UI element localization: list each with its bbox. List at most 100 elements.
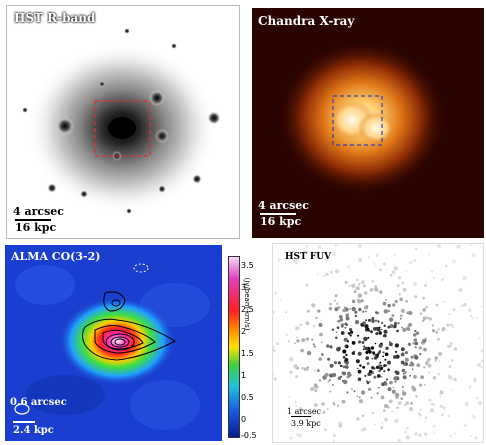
fuv-grain bbox=[276, 342, 279, 346]
fuv-grain bbox=[453, 377, 457, 382]
colorbar-tick: 2 bbox=[241, 327, 247, 336]
fuv-grain bbox=[382, 355, 385, 358]
fuv-grain bbox=[384, 352, 389, 357]
fuv-grain bbox=[305, 245, 308, 248]
fuv-grain bbox=[394, 322, 398, 326]
fuv-grain bbox=[365, 356, 370, 360]
fuv-grain bbox=[368, 350, 372, 354]
fuv-grain bbox=[383, 324, 386, 327]
fuv-grain bbox=[400, 360, 405, 365]
fuv-grain bbox=[394, 418, 399, 424]
fuv-grain bbox=[339, 318, 344, 322]
fuv-grain bbox=[407, 342, 412, 346]
fuv-grain bbox=[301, 367, 304, 370]
fuv-grain bbox=[372, 327, 377, 331]
fuv-grain bbox=[415, 395, 418, 398]
fuv-grain bbox=[301, 338, 306, 343]
fuv-grain bbox=[397, 401, 402, 405]
fuv-grain bbox=[348, 285, 351, 287]
fuv-grain bbox=[285, 311, 287, 314]
fuv-grain bbox=[449, 344, 452, 348]
fuv-grain bbox=[369, 380, 371, 383]
fuv-grain bbox=[353, 283, 356, 286]
fuv-grain bbox=[422, 319, 425, 322]
fuv-grain bbox=[333, 403, 336, 406]
fuv-grain bbox=[378, 369, 381, 373]
fuv-grain bbox=[375, 365, 380, 369]
fuv-grain bbox=[438, 351, 443, 356]
fuv-grain bbox=[396, 284, 400, 288]
fuv-grain bbox=[277, 258, 281, 262]
fuv-grain bbox=[342, 365, 346, 369]
fuv-grain bbox=[374, 353, 377, 356]
fuv-grain bbox=[316, 273, 319, 276]
fuv-grain bbox=[471, 317, 474, 320]
fuv-grain bbox=[418, 433, 422, 437]
fuv-grain bbox=[329, 390, 332, 393]
fuv-grain bbox=[450, 359, 454, 362]
fuv-grain bbox=[284, 262, 287, 265]
fuv-grain bbox=[389, 274, 393, 277]
fuv-grain bbox=[347, 265, 350, 269]
hst-fuv-scale-angle: 1 arcsec bbox=[287, 407, 322, 416]
fuv-grain bbox=[424, 416, 428, 420]
fuv-grain bbox=[393, 376, 398, 381]
fuv-grain bbox=[422, 308, 427, 312]
fuv-grain bbox=[401, 326, 403, 329]
fuv-grain bbox=[358, 399, 364, 404]
fuv-grain bbox=[362, 310, 365, 313]
fuv-grain bbox=[480, 349, 483, 353]
fuv-grain bbox=[405, 300, 408, 303]
fuv-grain bbox=[414, 295, 418, 299]
fuv-grain bbox=[273, 310, 276, 314]
colorbar-tick: 0.5 bbox=[241, 393, 254, 402]
fuv-grain bbox=[444, 264, 448, 268]
fuv-grain bbox=[356, 417, 360, 421]
fuv-grain bbox=[288, 395, 291, 398]
fuv-grain bbox=[338, 315, 343, 319]
fuv-grain bbox=[416, 363, 421, 368]
fuv-grain bbox=[431, 270, 433, 273]
fuv-grain bbox=[389, 323, 394, 329]
fuv-grain bbox=[323, 274, 326, 277]
fuv-grain bbox=[345, 365, 349, 369]
fuv-grain bbox=[382, 301, 387, 306]
fuv-grain bbox=[347, 332, 351, 335]
fuv-grain bbox=[366, 381, 370, 385]
fuv-grain bbox=[289, 436, 294, 440]
fuv-grain bbox=[414, 346, 417, 349]
fuv-grain bbox=[380, 364, 382, 367]
fuv-grain bbox=[374, 423, 376, 426]
fuv-grain bbox=[324, 428, 327, 431]
fuv-grain bbox=[391, 314, 395, 317]
fuv-grain bbox=[338, 424, 343, 428]
fuv-grain bbox=[365, 310, 367, 313]
fuv-grain bbox=[359, 364, 362, 367]
fuv-grain bbox=[410, 361, 413, 365]
fuv-grain bbox=[314, 369, 316, 372]
fuv-grain bbox=[303, 367, 307, 371]
fuv-grain bbox=[427, 357, 431, 362]
fuv-grain bbox=[379, 268, 382, 272]
fuv-grain bbox=[380, 395, 385, 400]
fuv-grain bbox=[318, 379, 321, 382]
fuv-grain bbox=[419, 312, 422, 315]
fuv-grain bbox=[332, 433, 336, 437]
fuv-grain bbox=[346, 375, 350, 379]
fuv-grain bbox=[344, 326, 347, 329]
fuv-grain bbox=[387, 387, 392, 392]
fuv-grain bbox=[354, 314, 357, 318]
fuv-grain bbox=[389, 317, 394, 322]
fuv-grain bbox=[392, 386, 395, 389]
alma-title: ALMA CO(3-2) bbox=[11, 250, 101, 263]
fuv-grain bbox=[341, 379, 345, 383]
fuv-grain bbox=[437, 328, 440, 331]
fuv-grain bbox=[380, 426, 384, 430]
fuv-grain bbox=[358, 257, 362, 262]
fuv-grain bbox=[311, 303, 316, 308]
fuv-grain bbox=[357, 351, 362, 356]
fuv-grain bbox=[374, 285, 378, 289]
fuv-grain bbox=[402, 375, 407, 380]
fuv-grain bbox=[374, 342, 377, 345]
fuv-grain bbox=[434, 356, 437, 360]
